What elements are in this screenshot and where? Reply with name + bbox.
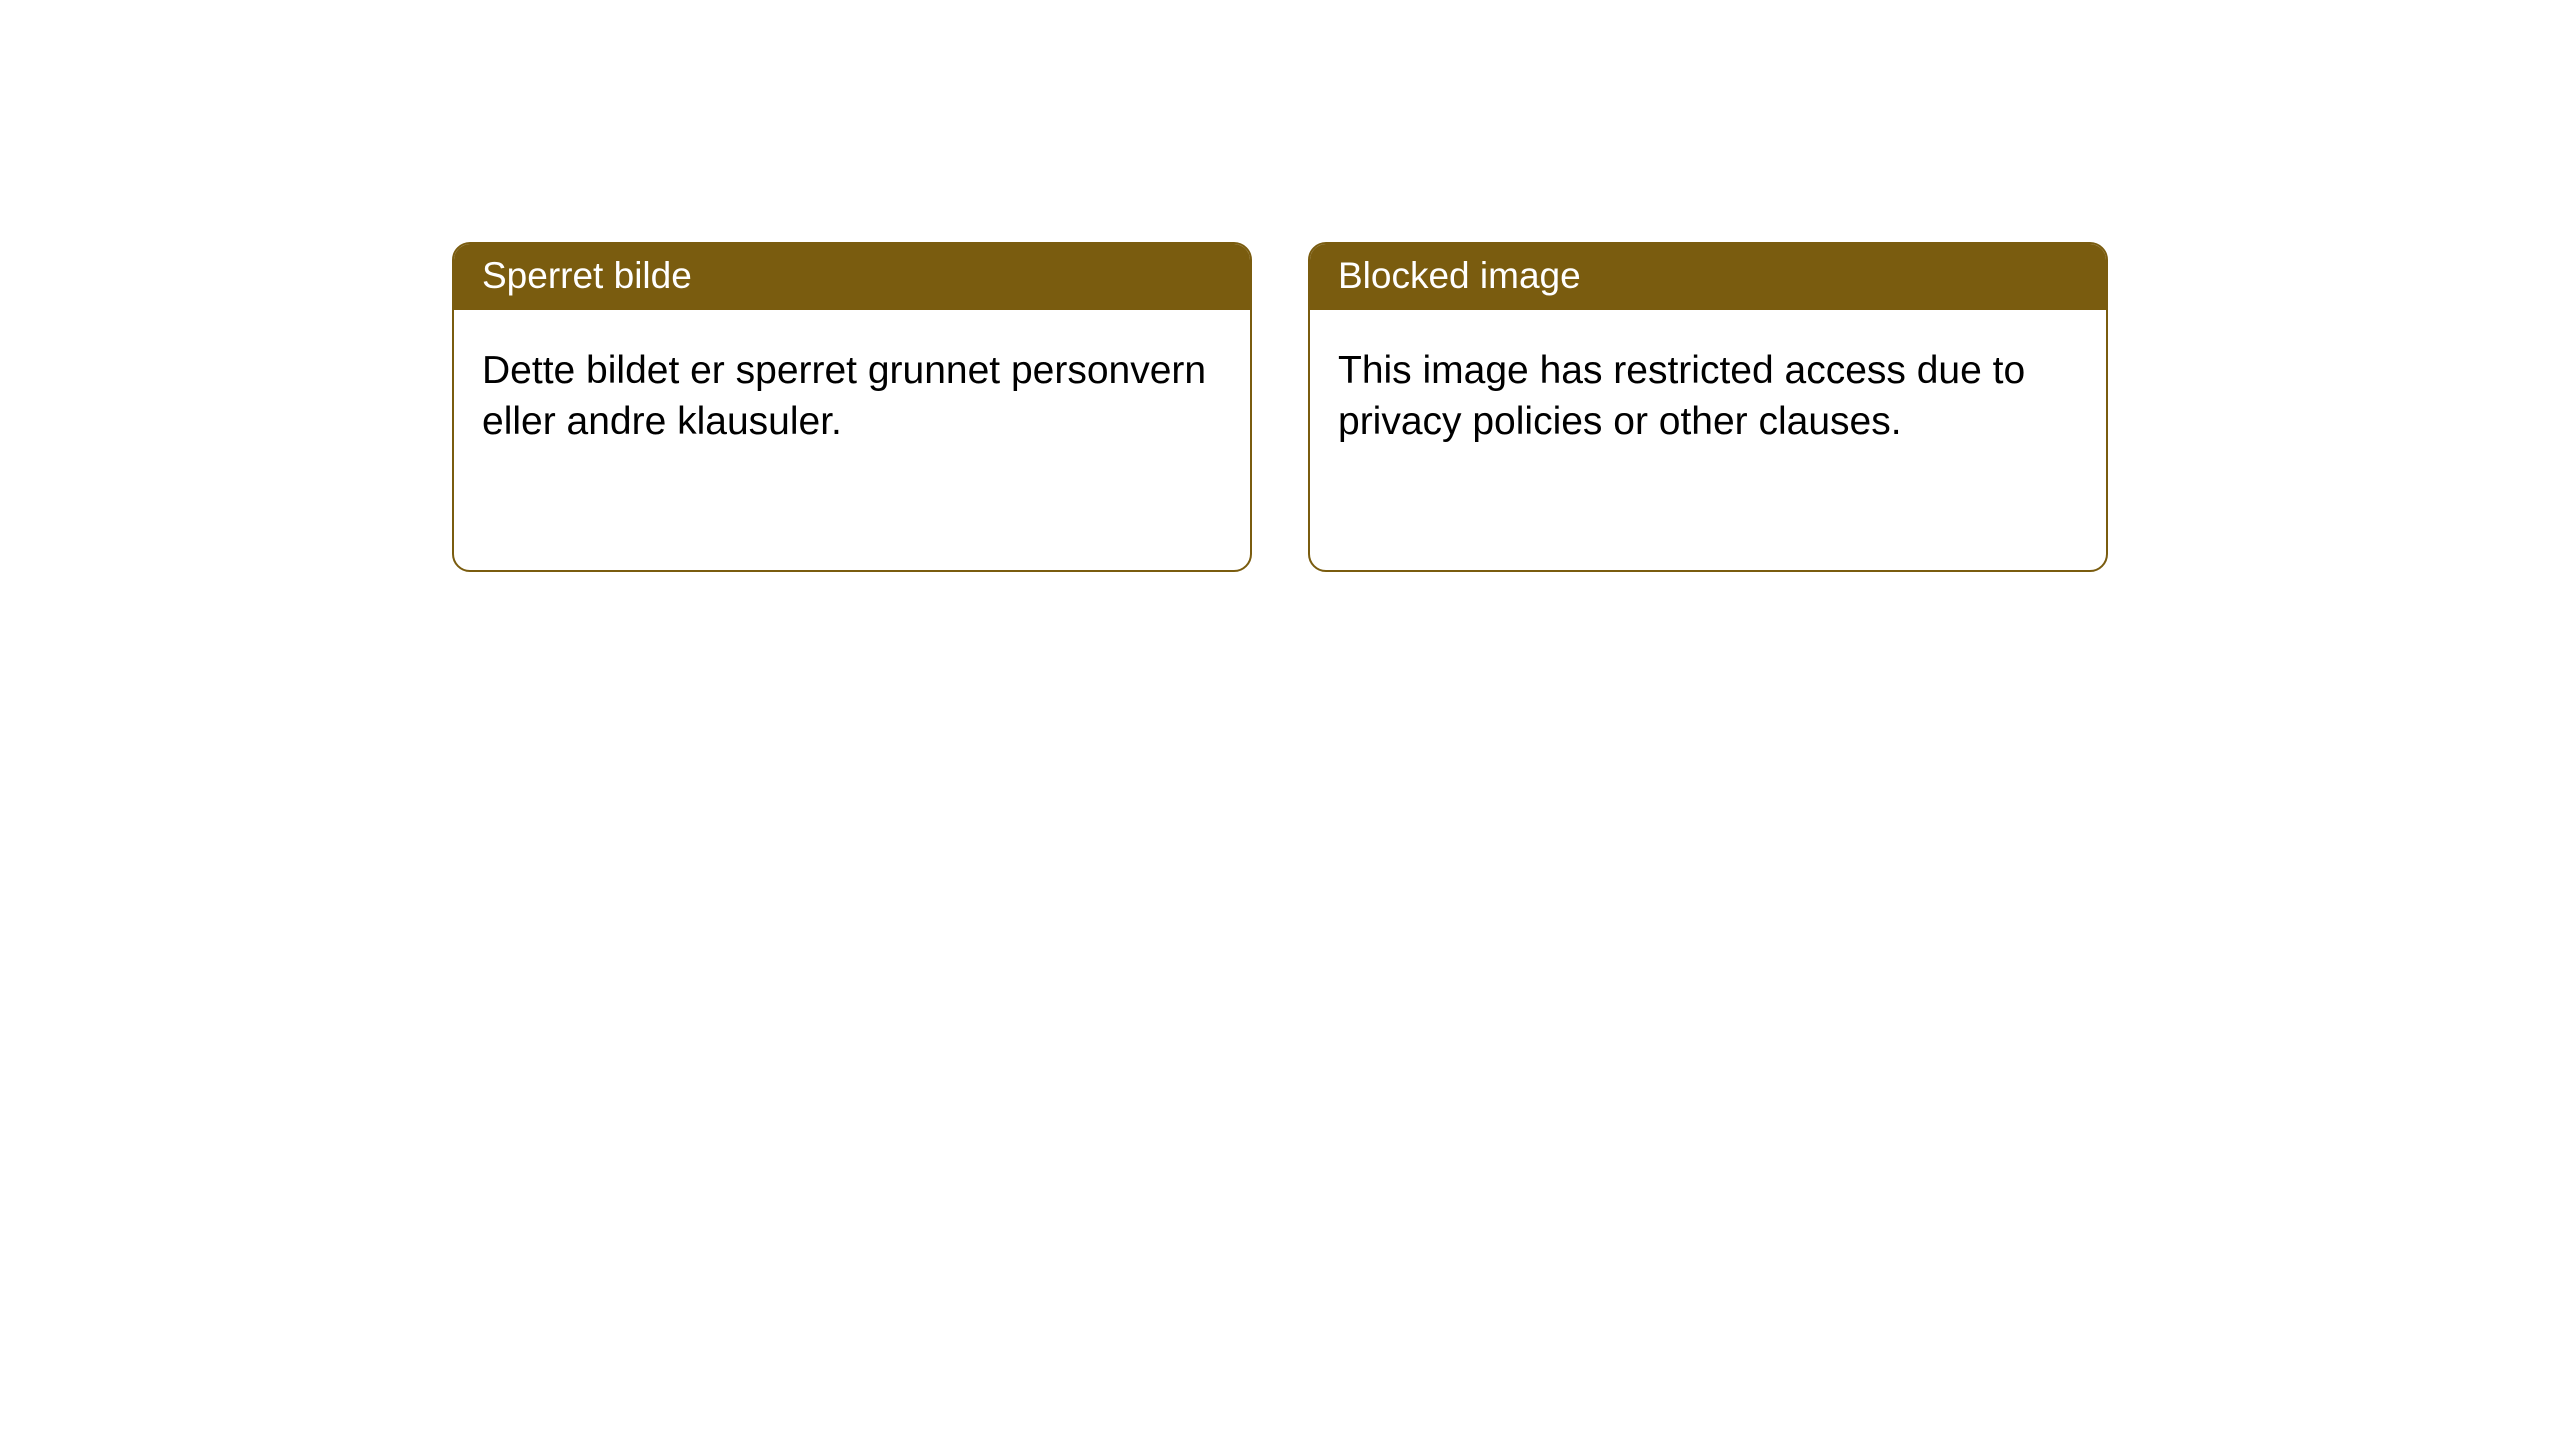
card-header-left: Sperret bilde	[454, 244, 1250, 310]
blocked-image-card-english: Blocked image This image has restricted …	[1308, 242, 2108, 572]
card-header-right: Blocked image	[1310, 244, 2106, 310]
card-body-right: This image has restricted access due to …	[1310, 310, 2106, 483]
blocked-image-card-norwegian: Sperret bilde Dette bildet er sperret gr…	[452, 242, 1252, 572]
notice-container: Sperret bilde Dette bildet er sperret gr…	[0, 0, 2560, 572]
card-body-left: Dette bildet er sperret grunnet personve…	[454, 310, 1250, 483]
